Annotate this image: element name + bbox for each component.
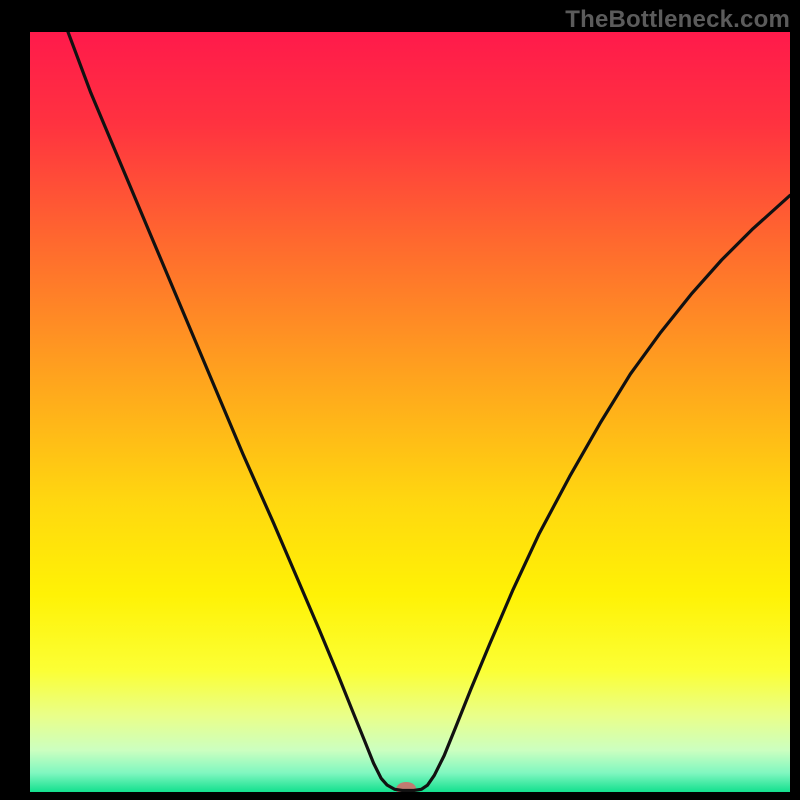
gradient-background: [30, 32, 790, 792]
chart-frame: TheBottleneck.com: [0, 0, 800, 800]
bottleneck-plot: [30, 32, 790, 792]
watermark-text: TheBottleneck.com: [565, 6, 790, 34]
